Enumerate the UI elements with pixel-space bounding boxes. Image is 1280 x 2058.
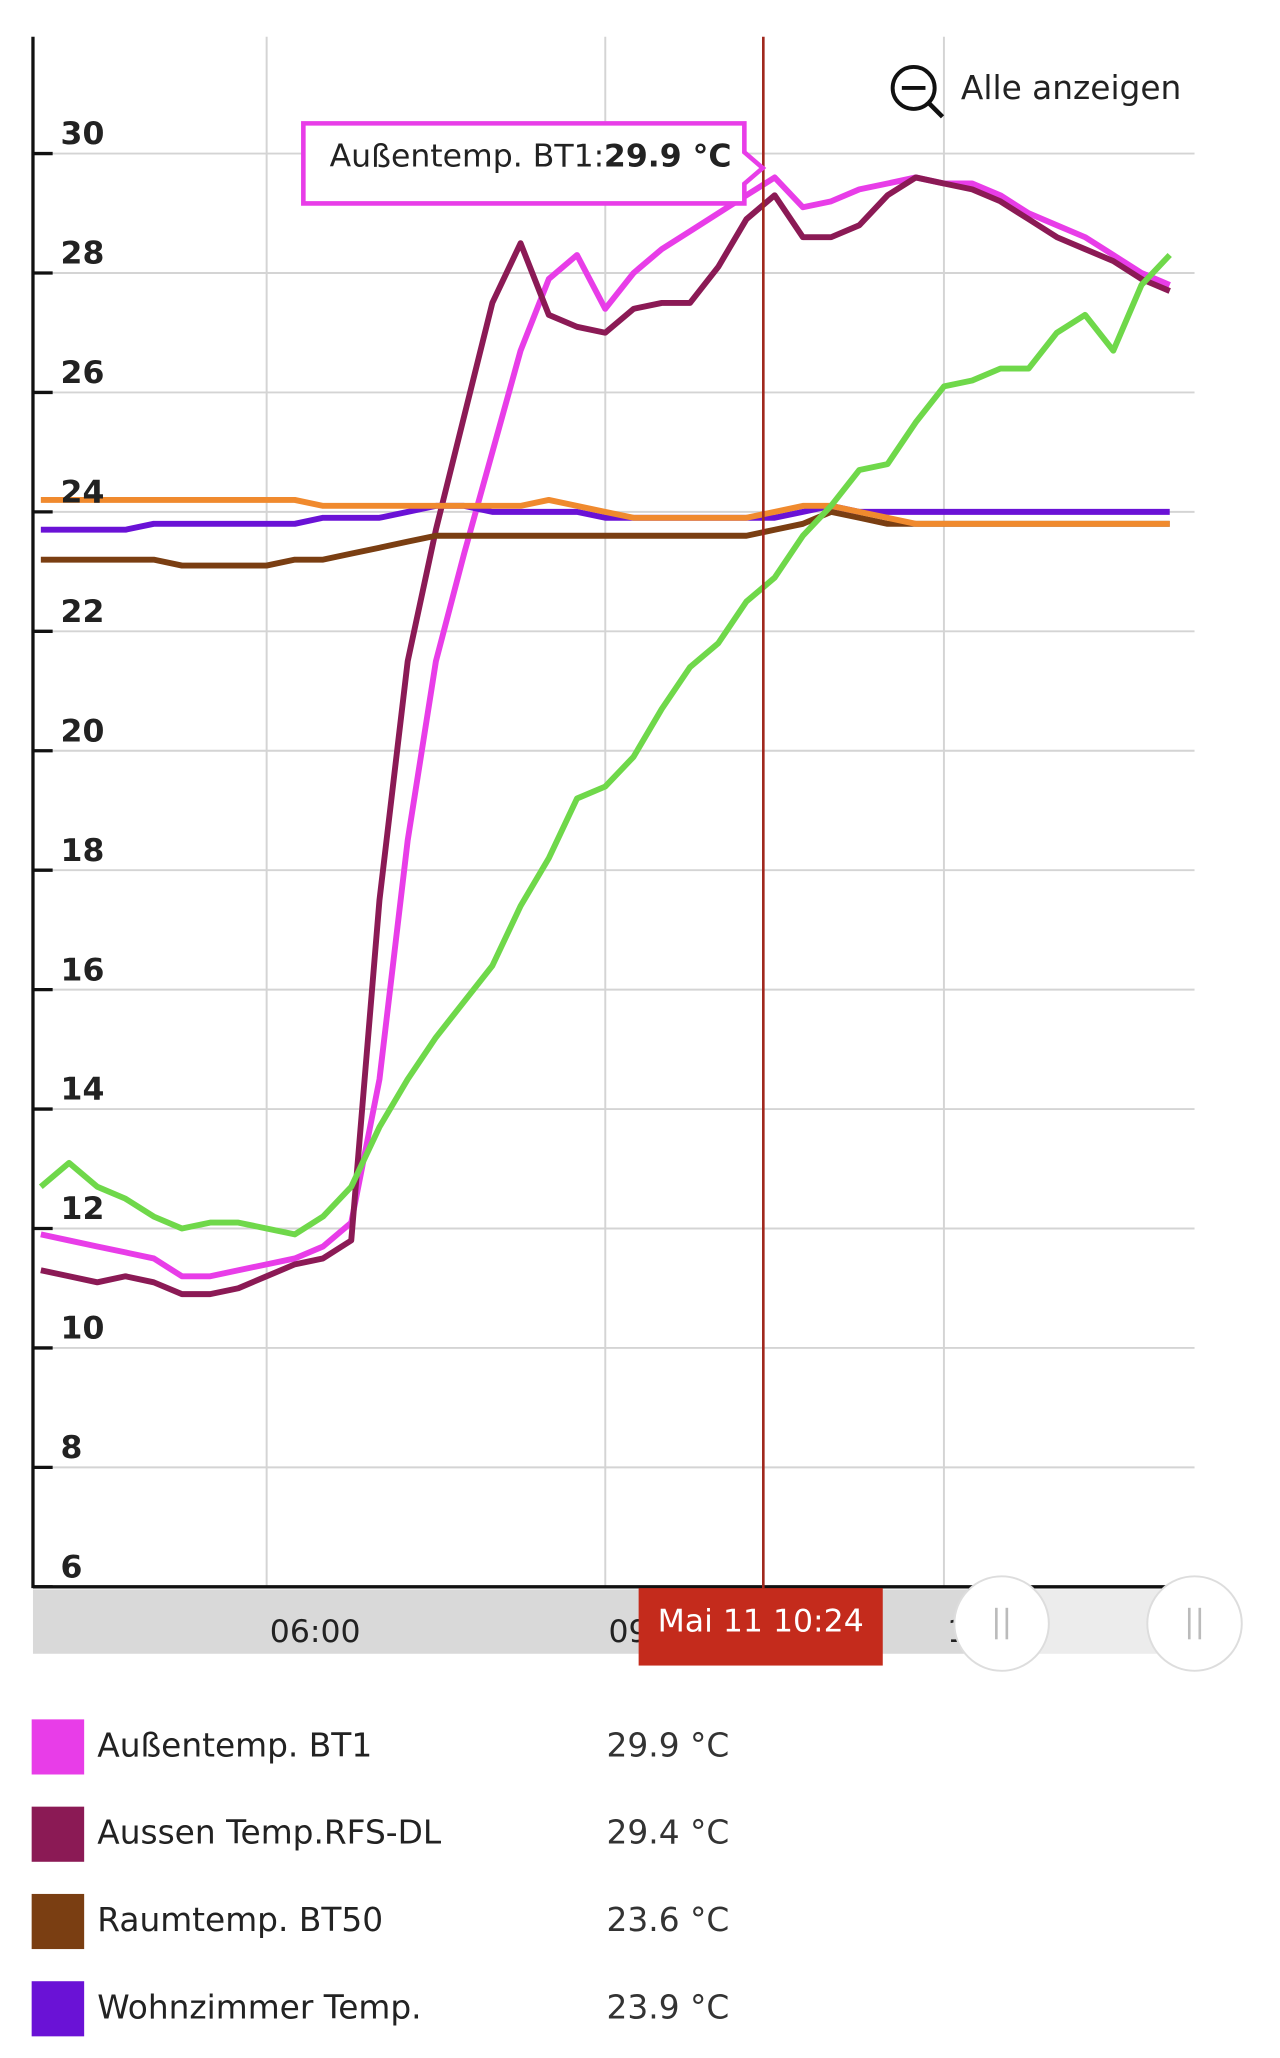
cursor-label: Mai 11 10:24 <box>658 1603 864 1639</box>
series-line <box>40 174 1171 1298</box>
legend-label: Wohnzimmer Temp. <box>97 1988 421 2026</box>
series-line <box>38 252 1172 1238</box>
tooltip-label: Außentemp. BT1: <box>330 139 605 175</box>
axes: 6 8 10 12 14 16 18 20 22 24 26 28 30 <box>31 36 1195 1589</box>
series-line <box>40 496 1170 527</box>
y-tick-label: 10 <box>61 1311 105 1347</box>
y-tick-label: 6 <box>61 1549 83 1585</box>
y-tick-label: 22 <box>61 594 105 630</box>
tooltip-value: 29.9 °C <box>604 139 732 175</box>
y-tick-label: 12 <box>61 1191 105 1227</box>
zoom-label[interactable]: Alle anzeigen <box>961 69 1181 107</box>
legend-swatch <box>31 1806 85 1862</box>
series-line <box>40 174 1171 1280</box>
zoom-icon <box>890 64 937 111</box>
legend-value: 23.6 °C <box>607 1901 730 1939</box>
y-tick-label: 24 <box>61 475 105 511</box>
y-tick-label: 20 <box>61 713 105 749</box>
legend: Außentemp. BT1 29.9 °C Aussen Temp.RFS-DL 2… <box>31 1719 730 2037</box>
y-tick-label: 16 <box>61 952 105 988</box>
legend-label: Aussen Temp.RFS-DL <box>97 1814 442 1852</box>
legend-swatch <box>31 1719 85 1775</box>
x-tick-label: 06:00 <box>270 1614 361 1650</box>
legend-value: 23.9 °C <box>607 1988 730 2026</box>
scroller-handle[interactable] <box>953 1575 1050 1672</box>
legend-label: Raumtemp. BT50 <box>97 1901 383 1939</box>
tooltip-box <box>301 121 767 206</box>
zoom-icon-handle <box>926 100 945 119</box>
y-tick-label: 30 <box>61 116 105 152</box>
legend-label: Außentemp. BT1 <box>97 1726 372 1764</box>
y-tick-label: 14 <box>61 1072 105 1108</box>
series-line <box>40 502 1170 533</box>
y-tick-label: 28 <box>61 236 105 272</box>
scroller-handle[interactable] <box>1146 1575 1243 1672</box>
legend-swatch <box>31 1893 85 1950</box>
y-tick-label: 18 <box>61 833 105 869</box>
lines <box>38 174 1172 1298</box>
legend-value: 29.4 °C <box>607 1814 730 1852</box>
y-tick-label: 8 <box>61 1430 83 1466</box>
scroller-handles[interactable] <box>953 1575 1243 1672</box>
legend-swatch <box>31 1981 85 2037</box>
y-tick-label: 26 <box>61 355 105 391</box>
cursor: Mai 11 10:24 <box>638 36 883 1666</box>
legend-value: 29.9 °C <box>607 1726 730 1764</box>
cursor-label-box <box>638 1588 883 1666</box>
tooltip: Außentemp. BT1: 29.9 °C <box>301 121 767 206</box>
zoom-button[interactable]: Alle anzeigen <box>890 64 1182 119</box>
